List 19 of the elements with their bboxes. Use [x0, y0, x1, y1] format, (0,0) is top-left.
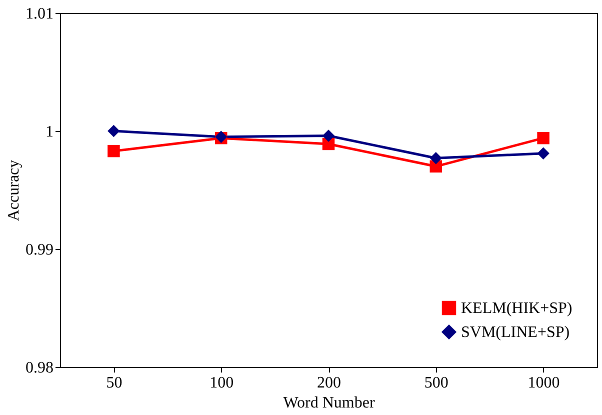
point	[430, 152, 442, 164]
x-tick-label: 100	[210, 374, 234, 392]
point	[537, 132, 550, 144]
point	[537, 147, 550, 160]
y-axis-title: Accuracy	[6, 160, 22, 222]
point	[322, 130, 335, 142]
legend-label: KELM(HIK+SP)	[461, 300, 572, 317]
y-tick-label: 1.01	[26, 6, 54, 22]
y-tick-label: 0.99	[26, 242, 54, 258]
x-tick-label: 1000	[528, 374, 560, 392]
x-tick-label: 50	[106, 374, 122, 392]
y-tick-label: 1	[46, 124, 54, 140]
legend-label: SVM(LINE+SP)	[461, 324, 570, 341]
x-tick-label: 200	[317, 374, 341, 392]
x-tick-label: 500	[424, 374, 448, 392]
point	[108, 124, 120, 138]
point	[108, 144, 120, 158]
x-axis-title: Word Number	[283, 394, 376, 412]
y-tick-label: 0.98	[26, 360, 54, 376]
